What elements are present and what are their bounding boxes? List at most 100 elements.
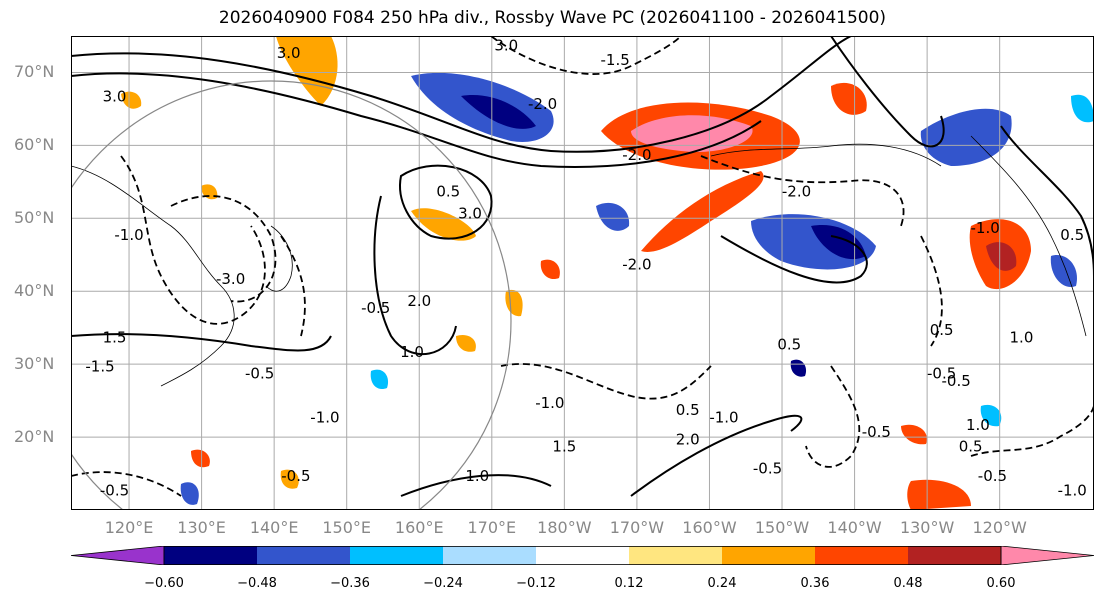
div-blob-orange-s1 [456,334,476,352]
contour-label: -0.5 [942,372,971,390]
longitude-label: 130°W [899,518,955,537]
longitude-label: 140°W [827,518,882,537]
longitude-label: 160°E [394,518,444,537]
colorbar-arrow-min [70,545,165,566]
colorbar-tick-label: −0.36 [330,576,370,591]
div-blob-orange-top [276,36,338,106]
colorbar-segment [257,546,351,565]
contour-dashed-7 [920,235,943,347]
contour-dashed-4 [700,155,905,227]
contour-solid-3 [399,164,493,240]
contour-label: 3.0 [458,204,482,222]
contour-dashed-6 [805,365,861,468]
contour-solid-4 [373,195,457,355]
div-blob-cyan-e2 [1050,255,1077,287]
longitude-label: 160°W [682,518,737,537]
div-blob-orange-mid2 [540,259,560,280]
contour-label: -0.5 [753,460,782,478]
longitude-label: 180°W [537,518,592,537]
contour-solid-8 [1000,125,1094,277]
colorbar-tick-label: 0.36 [800,576,830,591]
colorbar-segment [908,546,1002,565]
contour-label: -0.5 [100,481,129,499]
latitude-label: 60°N [14,135,55,155]
map-title: 2026040900 F084 250 hPa div., Rossby Wav… [218,8,887,28]
longitude-label: 150°W [754,518,810,537]
contour-solid-2 [71,72,762,168]
colorbar-segment [350,546,444,565]
longitude-label: 140°E [249,518,299,537]
contour-dashed-8 [71,471,182,497]
contour-label: 2.0 [676,430,700,448]
longitude-label: 130°E [177,518,226,537]
colorbar-tick-label: 0.24 [707,576,737,591]
latitude-label: 70°N [14,62,55,82]
div-blob-cyan-se [980,404,1002,427]
contour-solid-10 [400,474,552,497]
contour-label: -1.5 [85,357,114,375]
map-canvas: 3.0 3.0 3.0 -1.5 -2.0 -2.0 -2.0 3.0 0.5 -2.0 -3.0 -… [71,36,1094,510]
coastline-alaska [710,143,942,167]
coastline-japan [265,225,293,292]
div-blob-orange-s4 [191,449,210,468]
contour-label: -0.5 [862,423,891,441]
coastlines [71,135,1087,387]
latitude-label: 50°N [14,208,55,228]
longitude-label: 150°E [322,518,372,537]
contour-label: -1.0 [709,408,738,426]
contour-label: 1.5 [552,438,576,456]
contour-label: -1.5 [601,51,630,69]
div-blob-navy-north [461,95,536,129]
colorbar-segment [443,546,537,565]
contour-label: -0.5 [978,467,1007,485]
colorbar-tick-label: −0.48 [237,576,277,591]
div-blob-red-diag [641,171,764,252]
contour-label: -3.0 [216,270,245,288]
div-blob-cyan-east [1071,94,1094,123]
longitude-label: 120°E [104,518,154,537]
latitude-label: 30°N [14,354,55,374]
contour-label: -1.0 [535,394,564,412]
div-blob-orange-ne [831,82,867,115]
colorbar-segment [815,546,909,565]
coastline-na [970,135,1087,337]
contour-label: 0.5 [1060,226,1084,244]
rossby-contours [71,36,1094,497]
colorbar-tick-label: 0.48 [893,576,923,591]
div-blob-cyan-s1 [370,369,389,390]
contour-label-layer: 3.0 3.0 3.0 -1.5 -2.0 -2.0 -2.0 3.0 0.5 -2.0 -3.0 -… [85,37,1086,500]
contour-label: 3.0 [494,37,518,55]
coastline-asia [71,165,235,387]
contour-label: -0.5 [361,299,390,317]
contour-label: -2.0 [622,255,651,273]
colorbar-segment [536,546,630,565]
contour-label: 2.0 [407,292,431,310]
div-blob-orange-s3 [907,479,971,510]
contour-label: 0.5 [777,336,801,354]
contour-dashed-5 [500,363,712,400]
contour-label: 0.5 [930,321,954,339]
div-blob-blue-w50 [596,202,630,231]
contour-solid-5 [71,333,332,352]
colorbar-canvas [70,545,1095,566]
contour-label: -1.0 [114,226,143,244]
contour-dashed-1 [120,155,266,325]
colorbar-arrow-max [1000,545,1095,566]
longitude-label: 120°W [972,518,1027,537]
div-blob-orange-mid [411,208,476,241]
contour-label: 0.5 [959,438,983,456]
colorbar-frame [163,546,1002,566]
contour-solid-7 [830,36,945,148]
contour-dashed-3 [490,36,682,75]
contour-label: -0.5 [281,467,310,485]
colorbar-tick-label: 0.60 [986,576,1016,591]
colorbar-segment [629,546,723,565]
contour-label: 1.0 [1010,328,1034,346]
longitude-label: 170°E [467,518,517,537]
contour-label: 0.5 [676,401,700,419]
contour-label: -2.0 [622,146,651,164]
contour-solid-9 [720,235,868,284]
div-blob-blue-sw [180,482,199,505]
contour-dashed-9 [970,405,1094,457]
contour-label: 1.0 [966,416,990,434]
